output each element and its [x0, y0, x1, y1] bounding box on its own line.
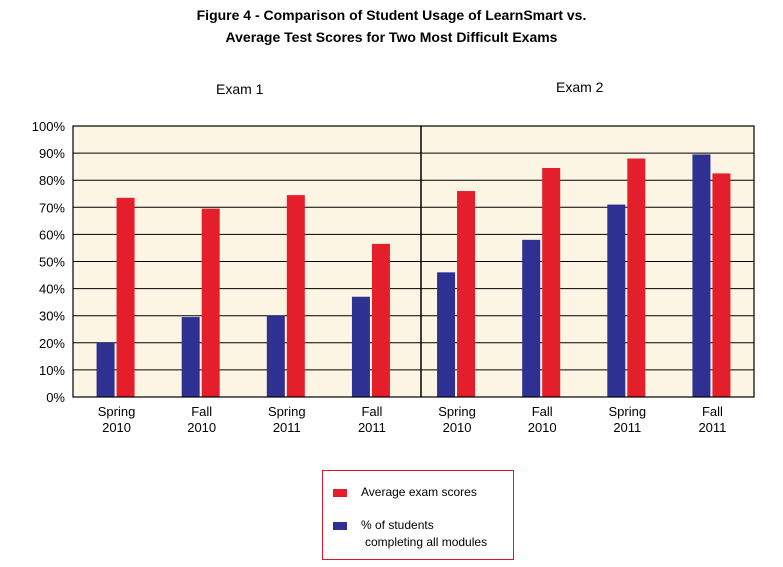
- y-tick-label: 50%: [39, 255, 65, 270]
- y-tick-label: 20%: [39, 336, 65, 351]
- x-tick-label: 2010: [187, 420, 216, 435]
- bar-students-completing: [522, 239, 541, 397]
- x-tick-label: 2010: [528, 420, 557, 435]
- legend-label-exam-scores: Average exam scores: [361, 485, 477, 499]
- x-tick-label: 2011: [358, 420, 386, 435]
- bar-students-completing: [266, 315, 285, 397]
- chart-legend: Average exam scores % of students comple…: [322, 470, 514, 560]
- bar-students-completing: [437, 272, 456, 397]
- group-label-exam-1: Exam 1: [216, 81, 264, 97]
- x-tick-label: Spring: [98, 404, 136, 419]
- x-tick-label: Fall: [361, 404, 382, 419]
- y-tick-label: 80%: [39, 173, 65, 188]
- x-tick-label: 2010: [443, 420, 472, 435]
- y-tick-label: 90%: [39, 146, 65, 161]
- bar-exam-score: [201, 208, 220, 397]
- bar-exam-score: [627, 158, 646, 397]
- chart-title-line-2: Average Test Scores for Two Most Difficu…: [225, 29, 558, 45]
- x-tick-label: 2011: [613, 420, 641, 435]
- x-tick-label: Spring: [609, 404, 647, 419]
- chart-title-line-1: Figure 4 - Comparison of Student Usage o…: [196, 7, 587, 23]
- y-tick-label: 70%: [39, 200, 65, 215]
- y-tick-label: 40%: [39, 282, 65, 297]
- bar-chart: 0%10%20%30%40%50%60%70%80%90%100%Spring2…: [32, 119, 755, 435]
- bar-students-completing: [692, 154, 711, 397]
- bar-students-completing: [351, 296, 370, 397]
- bar-exam-score: [457, 191, 476, 397]
- bar-exam-score: [712, 173, 731, 397]
- bar-exam-score: [371, 243, 390, 397]
- y-tick-label: 30%: [39, 309, 65, 324]
- y-tick-label: 0%: [46, 390, 65, 405]
- group-label-exam-2: Exam 2: [556, 79, 604, 95]
- x-tick-label: 2010: [102, 420, 131, 435]
- bar-students-completing: [96, 342, 115, 397]
- x-tick-label: Fall: [702, 404, 723, 419]
- y-tick-label: 100%: [32, 119, 66, 134]
- legend-swatch-exam-scores: [333, 489, 347, 497]
- x-tick-label: Fall: [191, 404, 212, 419]
- bar-students-completing: [181, 317, 200, 397]
- x-tick-label: 2011: [698, 420, 726, 435]
- x-tick-label: Spring: [438, 404, 476, 419]
- x-tick-label: Spring: [268, 404, 306, 419]
- y-tick-label: 10%: [39, 363, 65, 378]
- y-tick-label: 60%: [39, 227, 65, 242]
- bar-exam-score: [542, 168, 561, 397]
- bar-exam-score: [116, 197, 135, 397]
- legend-label-students-line-1: % of students: [361, 518, 434, 532]
- bar-students-completing: [607, 204, 626, 397]
- legend-label-students-line-2: completing all modules: [365, 535, 488, 549]
- legend-swatch-students: [333, 522, 347, 530]
- x-tick-label: 2011: [273, 420, 301, 435]
- x-tick-label: Fall: [532, 404, 553, 419]
- bar-exam-score: [286, 195, 305, 397]
- plot-frame: [72, 125, 755, 398]
